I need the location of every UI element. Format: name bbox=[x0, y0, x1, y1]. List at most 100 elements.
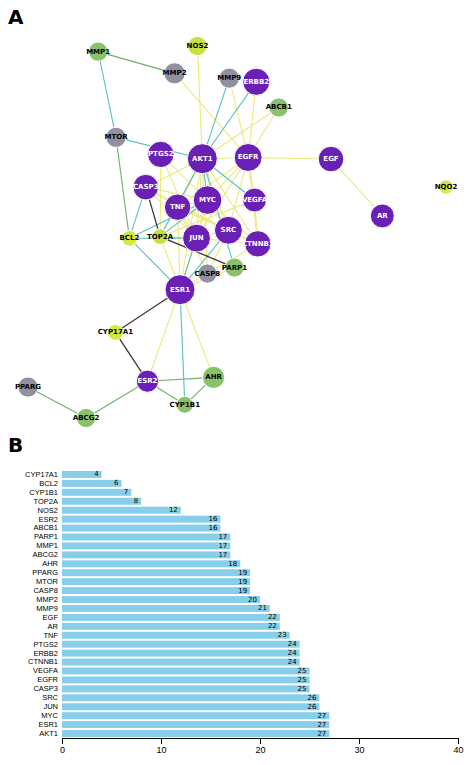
edges bbox=[28, 46, 382, 418]
node-label: VEGFA bbox=[242, 196, 268, 204]
y-tick-label: ABCB1 bbox=[33, 523, 58, 532]
node-label: MMP1 bbox=[86, 48, 110, 56]
y-tick: PPARG bbox=[32, 568, 58, 577]
network-panel: TOP2ABCL2MYCPARP1CASP3VEGFACYP1B1PTGS2JU… bbox=[15, 36, 458, 427]
data-label: 24 bbox=[288, 658, 297, 666]
y-tick-label: SRC bbox=[42, 693, 58, 702]
edge bbox=[180, 290, 185, 405]
x-tick-mark bbox=[458, 738, 459, 744]
bar bbox=[62, 659, 300, 666]
data-label: 26 bbox=[307, 703, 316, 711]
node-label: ABCG2 bbox=[73, 414, 100, 422]
y-tick: MMP1 bbox=[36, 541, 58, 550]
data-label: 25 bbox=[298, 667, 307, 675]
bar bbox=[62, 641, 300, 648]
node bbox=[183, 224, 211, 252]
bar bbox=[62, 489, 131, 496]
node-label: PTGS2 bbox=[148, 150, 174, 158]
data-label: 25 bbox=[298, 685, 307, 693]
panel-title: B bbox=[8, 433, 23, 457]
data-label: 6 bbox=[114, 479, 119, 487]
data-label: 16 bbox=[208, 515, 217, 523]
bar bbox=[62, 578, 250, 585]
x-tick: 0 bbox=[60, 738, 65, 755]
node-label: AHR bbox=[205, 373, 222, 381]
node-label: ABCB1 bbox=[266, 103, 292, 111]
y-tick: EGFR bbox=[37, 675, 58, 684]
y-tick: PTGS2 bbox=[33, 640, 58, 649]
node-label: EGF bbox=[323, 155, 339, 163]
y-tick-label: AHR bbox=[42, 559, 58, 568]
x-tick-label: 30 bbox=[354, 745, 364, 755]
node-label: CTNNB1 bbox=[242, 240, 274, 248]
data-label: 12 bbox=[169, 506, 178, 514]
y-tick-label: ABCG2 bbox=[33, 550, 58, 559]
y-tick-label: BCL2 bbox=[39, 479, 58, 488]
x-tick-label: 10 bbox=[156, 745, 166, 755]
bar bbox=[62, 605, 270, 612]
y-tick: ERBB2 bbox=[33, 649, 58, 658]
x-tick-label: 0 bbox=[60, 745, 65, 755]
node-label: NQO2 bbox=[435, 183, 458, 191]
data-label: 23 bbox=[278, 631, 287, 639]
node bbox=[133, 174, 159, 200]
x-axis: 010203040 bbox=[60, 738, 464, 755]
node-label: MTOR bbox=[104, 133, 128, 141]
bar bbox=[62, 516, 220, 523]
node bbox=[164, 194, 190, 220]
y-tick: ESR1 bbox=[38, 720, 58, 729]
edge bbox=[98, 52, 116, 138]
y-tick-label: AKT1 bbox=[39, 729, 58, 738]
data-label: 27 bbox=[317, 712, 326, 720]
y-tick: SRC bbox=[42, 693, 58, 702]
y-tick: NOS2 bbox=[38, 506, 58, 515]
node bbox=[148, 141, 174, 167]
y-tick-label: CASP3 bbox=[33, 684, 58, 693]
data-labels: 4678121616171717181919192021222223242424… bbox=[94, 470, 326, 737]
node bbox=[318, 146, 344, 172]
y-tick-label: MMP1 bbox=[36, 541, 58, 550]
y-tick: CYP1B1 bbox=[29, 488, 58, 497]
data-label: 18 bbox=[228, 560, 237, 568]
data-label: 21 bbox=[258, 604, 267, 612]
node-label: PARP1 bbox=[222, 264, 247, 272]
data-label: 22 bbox=[268, 622, 277, 630]
node-labels: TOP2ABCL2MYCPARP1CASP3VEGFACYP1B1PTGS2JU… bbox=[15, 42, 458, 422]
x-tick: 10 bbox=[156, 738, 166, 755]
y-tick: EGF bbox=[43, 613, 59, 622]
bar bbox=[62, 534, 230, 541]
y-tick-label: TNF bbox=[43, 631, 58, 640]
x-tick-mark bbox=[260, 738, 261, 744]
data-label: 17 bbox=[218, 551, 227, 559]
edge bbox=[175, 73, 249, 157]
y-tick: ABCG2 bbox=[33, 550, 58, 559]
node-label: CYP17A1 bbox=[98, 328, 133, 336]
y-tick-label: AR bbox=[48, 622, 59, 631]
bar bbox=[62, 507, 181, 514]
data-label: 25 bbox=[298, 676, 307, 684]
bar bbox=[62, 668, 310, 675]
x-axis-line bbox=[63, 739, 459, 745]
x-tick-mark bbox=[161, 738, 162, 744]
x-tick-mark bbox=[359, 738, 360, 744]
bar bbox=[62, 498, 141, 505]
bar bbox=[62, 542, 230, 549]
y-tick-label: JUN bbox=[43, 702, 58, 711]
bar bbox=[62, 650, 300, 657]
data-label: 17 bbox=[218, 533, 227, 541]
edge bbox=[116, 137, 129, 238]
bar bbox=[62, 685, 310, 692]
node-label: MMP9 bbox=[217, 74, 241, 82]
bar bbox=[62, 560, 240, 567]
y-tick: JUN bbox=[43, 702, 58, 711]
bar bbox=[62, 551, 230, 558]
node-label: ESR2 bbox=[137, 377, 157, 385]
y-tick: VEGFA bbox=[33, 666, 58, 675]
y-tick-label: MTOR bbox=[36, 577, 59, 586]
data-label: 27 bbox=[317, 721, 326, 729]
data-label: 16 bbox=[208, 524, 217, 532]
node-label: EGFR bbox=[238, 153, 259, 161]
node bbox=[136, 370, 158, 392]
y-tick-label: MMP2 bbox=[36, 595, 58, 604]
y-tick-label: PTGS2 bbox=[33, 640, 58, 649]
